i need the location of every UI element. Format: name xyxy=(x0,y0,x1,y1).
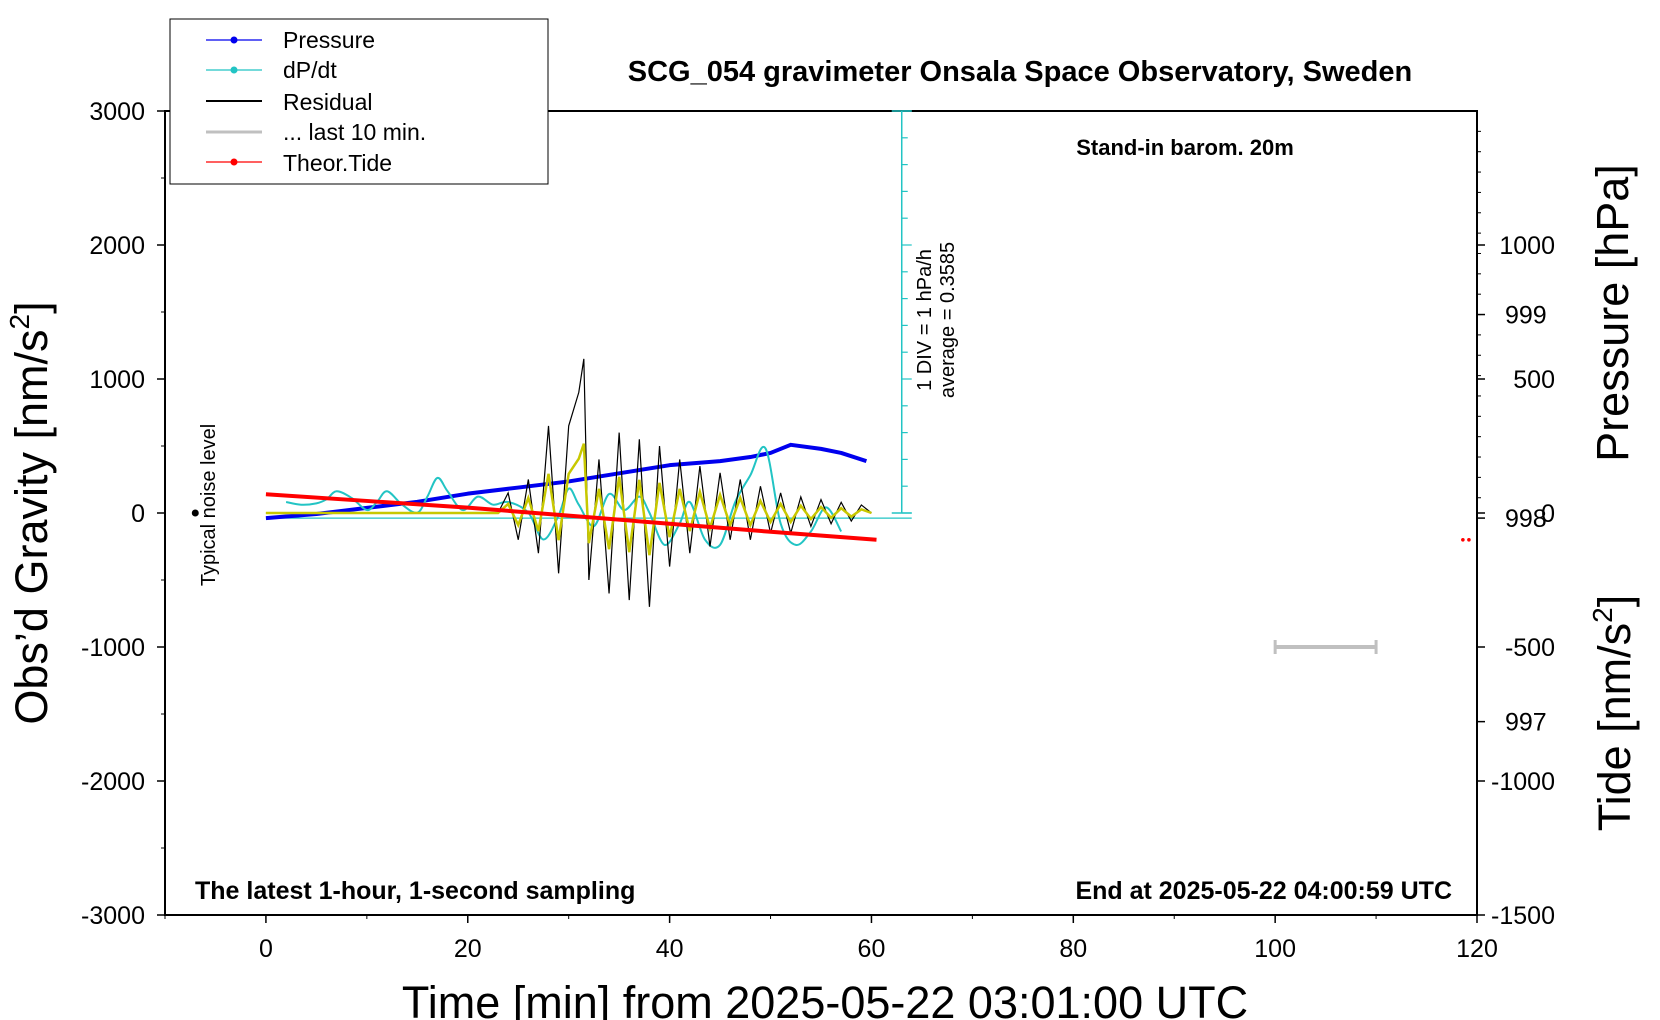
dpdt-scale-label: 1 DIV = 1 hPa/h xyxy=(914,249,936,391)
x-tick-label: 40 xyxy=(656,935,684,963)
y-tick-label-left: -2000 xyxy=(81,768,145,796)
tide-series xyxy=(265,492,877,542)
y-axis-label-pressure: Pressure [hPa] xyxy=(1587,164,1638,462)
legend-residual-label: Residual xyxy=(283,89,373,115)
y-tick-label-left: -3000 xyxy=(81,902,145,930)
legend-pressure-marker xyxy=(230,36,238,44)
legend: Pressure dP/dt Residual ... last 10 min.… xyxy=(169,18,549,185)
legend-tide-label: Theor.Tide xyxy=(283,150,392,176)
y-tick-label-tide: -1000 xyxy=(1491,768,1555,796)
y-tick-label-pressure: 998 xyxy=(1505,505,1547,533)
y-axis-label-tide-text: Tide [nm/s xyxy=(1589,623,1640,831)
y-tick-label-pressure: 997 xyxy=(1505,709,1547,737)
y-tick-label-left: 2000 xyxy=(89,232,145,260)
x-tick-label: 0 xyxy=(259,935,273,963)
y-tick-label-tide: -500 xyxy=(1505,634,1555,662)
legend-dpdt-label: dP/dt xyxy=(283,57,337,83)
sampling-note: The latest 1-hour, 1-second sampling xyxy=(195,877,635,905)
tide-forecast-dot xyxy=(1467,538,1471,542)
y-tick-label-left: 3000 xyxy=(89,98,145,126)
y-axis-label-tide-sup: 2 xyxy=(1587,607,1618,623)
y-axis-label-left: Obs’d Gravity [nm/s2] xyxy=(4,301,57,724)
x-tick-label: 20 xyxy=(454,935,482,963)
y-tick-label-pressure: 999 xyxy=(1505,302,1547,330)
y-axis-label-left-sup: 2 xyxy=(4,314,35,330)
end-time-note: End at 2025-05-22 04:00:59 UTC xyxy=(1075,877,1452,905)
y-tick-label-left: -1000 xyxy=(81,634,145,662)
dpdt-average-label: average = 0.3585 xyxy=(937,242,959,398)
legend-last10-label: ... last 10 min. xyxy=(283,119,426,145)
legend-pressure-label: Pressure xyxy=(283,27,375,53)
y-tick-label-tide: -1500 xyxy=(1491,902,1555,930)
y-axis-label-left-close: ] xyxy=(6,301,57,314)
barometer-note: Stand-in barom. 20m xyxy=(1076,135,1294,160)
pressure-series xyxy=(265,442,868,521)
x-axis-label: Time [min] from 2025-05-22 03:01:00 UTC xyxy=(402,977,1248,1020)
y-tick-label-left: 0 xyxy=(131,500,145,528)
noise-level-label: Typical noise level xyxy=(198,424,220,586)
chart-title: SCG_054 gravimeter Onsala Space Observat… xyxy=(628,56,1412,88)
y-tick-label-tide: 1000 xyxy=(1499,232,1555,260)
legend-dpdt-marker xyxy=(230,66,238,74)
filtered-residual-series xyxy=(265,443,872,556)
noise-level-marker xyxy=(191,509,199,517)
y-tick-label-tide: 0 xyxy=(1541,500,1555,528)
x-tick-label: 120 xyxy=(1456,935,1498,963)
y-axis-label-left-text: Obs’d Gravity [nm/s xyxy=(6,330,57,725)
y-tick-label-left: 1000 xyxy=(89,366,145,394)
y-axis-label-tide-close: ] xyxy=(1589,595,1640,608)
tide-forecast-dot xyxy=(1461,538,1465,542)
x-tick-label: 60 xyxy=(858,935,886,963)
y-axis-label-tide: Tide [nm/s2] xyxy=(1587,595,1640,831)
x-tick-label: 80 xyxy=(1059,935,1087,963)
legend-tide-marker xyxy=(230,158,238,166)
y-tick-label-tide: 500 xyxy=(1513,366,1555,394)
x-tick-label: 100 xyxy=(1254,935,1296,963)
